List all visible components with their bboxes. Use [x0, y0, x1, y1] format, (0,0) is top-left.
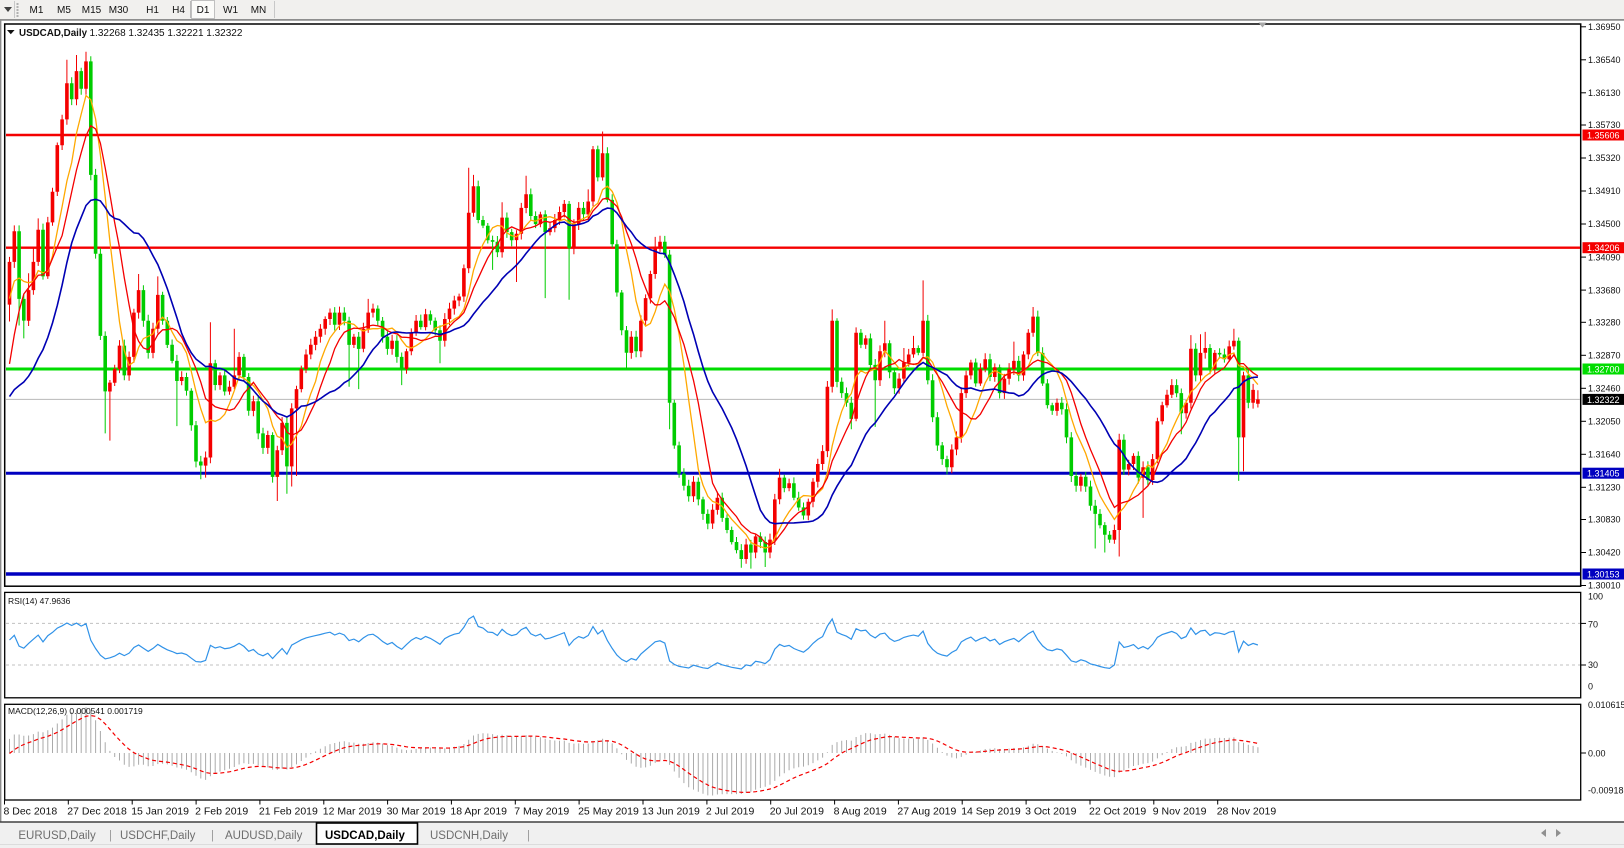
svg-text:AUDUSD,Daily: AUDUSD,Daily [225, 830, 303, 842]
svg-text:USDCNH,Daily: USDCNH,Daily [430, 830, 508, 842]
svg-text:0: 0 [1588, 682, 1593, 692]
svg-text:27 Aug 2019: 27 Aug 2019 [897, 806, 956, 818]
svg-text:21 Feb 2019: 21 Feb 2019 [259, 806, 318, 818]
svg-text:1.33680: 1.33680 [1588, 285, 1621, 295]
svg-text:20 Jul 2019: 20 Jul 2019 [770, 806, 824, 818]
svg-text:USDCAD,Daily: USDCAD,Daily [19, 28, 88, 39]
svg-text:0.010615: 0.010615 [1588, 700, 1624, 710]
svg-text:W1: W1 [223, 5, 238, 16]
svg-text:1.35606: 1.35606 [1587, 130, 1620, 140]
svg-text:RSI(14) 47.9636: RSI(14) 47.9636 [8, 596, 71, 606]
svg-text:8 Aug 2019: 8 Aug 2019 [834, 806, 887, 818]
svg-text:USDCAD,Daily: USDCAD,Daily [325, 830, 405, 842]
svg-text:25 May 2019: 25 May 2019 [578, 806, 639, 818]
svg-text:1.34206: 1.34206 [1587, 243, 1620, 253]
svg-text:70: 70 [1588, 620, 1598, 630]
svg-text:14 Sep 2019: 14 Sep 2019 [961, 806, 1021, 818]
svg-text:MACD(12,26,9) 0.000541 0.00171: MACD(12,26,9) 0.000541 0.001719 [8, 706, 143, 716]
svg-text:1.30153: 1.30153 [1587, 569, 1620, 579]
svg-text:1.30010: 1.30010 [1588, 581, 1621, 591]
svg-text:1.31640: 1.31640 [1588, 450, 1621, 460]
svg-text:28 Nov 2019: 28 Nov 2019 [1217, 806, 1277, 818]
svg-text:MN: MN [251, 5, 267, 16]
svg-text:1.30830: 1.30830 [1588, 515, 1621, 525]
svg-text:1.34500: 1.34500 [1588, 219, 1621, 229]
svg-text:22 Oct 2019: 22 Oct 2019 [1089, 806, 1146, 818]
svg-text:1.32870: 1.32870 [1588, 351, 1621, 361]
svg-text:M30: M30 [109, 5, 129, 16]
svg-text:0.00: 0.00 [1588, 748, 1606, 758]
svg-text:M15: M15 [82, 5, 102, 16]
svg-text:18 Apr 2019: 18 Apr 2019 [450, 806, 507, 818]
svg-text:1.31405: 1.31405 [1587, 469, 1620, 479]
svg-text:-0.009181: -0.009181 [1588, 786, 1624, 796]
svg-text:3 Oct 2019: 3 Oct 2019 [1025, 806, 1077, 818]
svg-text:1.34090: 1.34090 [1588, 252, 1621, 262]
svg-text:|: | [109, 830, 112, 842]
svg-text:EURUSD,Daily: EURUSD,Daily [18, 830, 96, 842]
svg-text:|: | [527, 830, 530, 842]
svg-text:H1: H1 [146, 5, 159, 16]
svg-text:7 May 2019: 7 May 2019 [514, 806, 569, 818]
svg-text:30 Mar 2019: 30 Mar 2019 [387, 806, 446, 818]
svg-text:1.32268 1.32435 1.32221 1.3232: 1.32268 1.32435 1.32221 1.32322 [90, 28, 243, 39]
svg-text:2 Feb 2019: 2 Feb 2019 [195, 806, 248, 818]
svg-text:1.33280: 1.33280 [1588, 318, 1621, 328]
svg-text:30: 30 [1588, 660, 1598, 670]
svg-text:1.35320: 1.35320 [1588, 153, 1621, 163]
svg-text:M5: M5 [57, 5, 71, 16]
svg-text:8 Dec 2018: 8 Dec 2018 [4, 806, 58, 818]
svg-text:1.36540: 1.36540 [1588, 55, 1621, 65]
svg-text:|: | [211, 830, 214, 842]
svg-text:100: 100 [1588, 592, 1603, 602]
svg-text:1.35730: 1.35730 [1588, 120, 1621, 130]
svg-text:1.32322: 1.32322 [1587, 395, 1620, 405]
svg-text:1.34910: 1.34910 [1588, 186, 1621, 196]
svg-text:1.36130: 1.36130 [1588, 88, 1621, 98]
svg-text:1.32460: 1.32460 [1588, 384, 1621, 394]
svg-text:D1: D1 [197, 5, 210, 16]
svg-text:13 Jun 2019: 13 Jun 2019 [642, 806, 700, 818]
svg-text:15 Jan 2019: 15 Jan 2019 [131, 806, 189, 818]
svg-text:1.32050: 1.32050 [1588, 417, 1621, 427]
svg-text:1.32700: 1.32700 [1587, 364, 1620, 374]
svg-text:27 Dec 2018: 27 Dec 2018 [67, 806, 127, 818]
svg-text:12 Mar 2019: 12 Mar 2019 [323, 806, 382, 818]
svg-text:1.31230: 1.31230 [1588, 483, 1621, 493]
svg-text:M1: M1 [30, 5, 44, 16]
svg-text:USDCHF,Daily: USDCHF,Daily [120, 830, 196, 842]
svg-text:9 Nov 2019: 9 Nov 2019 [1153, 806, 1207, 818]
svg-text:1.30420: 1.30420 [1588, 548, 1621, 558]
svg-text:H4: H4 [172, 5, 185, 16]
svg-text:2 Jul 2019: 2 Jul 2019 [706, 806, 755, 818]
svg-text:1.36950: 1.36950 [1588, 22, 1621, 32]
